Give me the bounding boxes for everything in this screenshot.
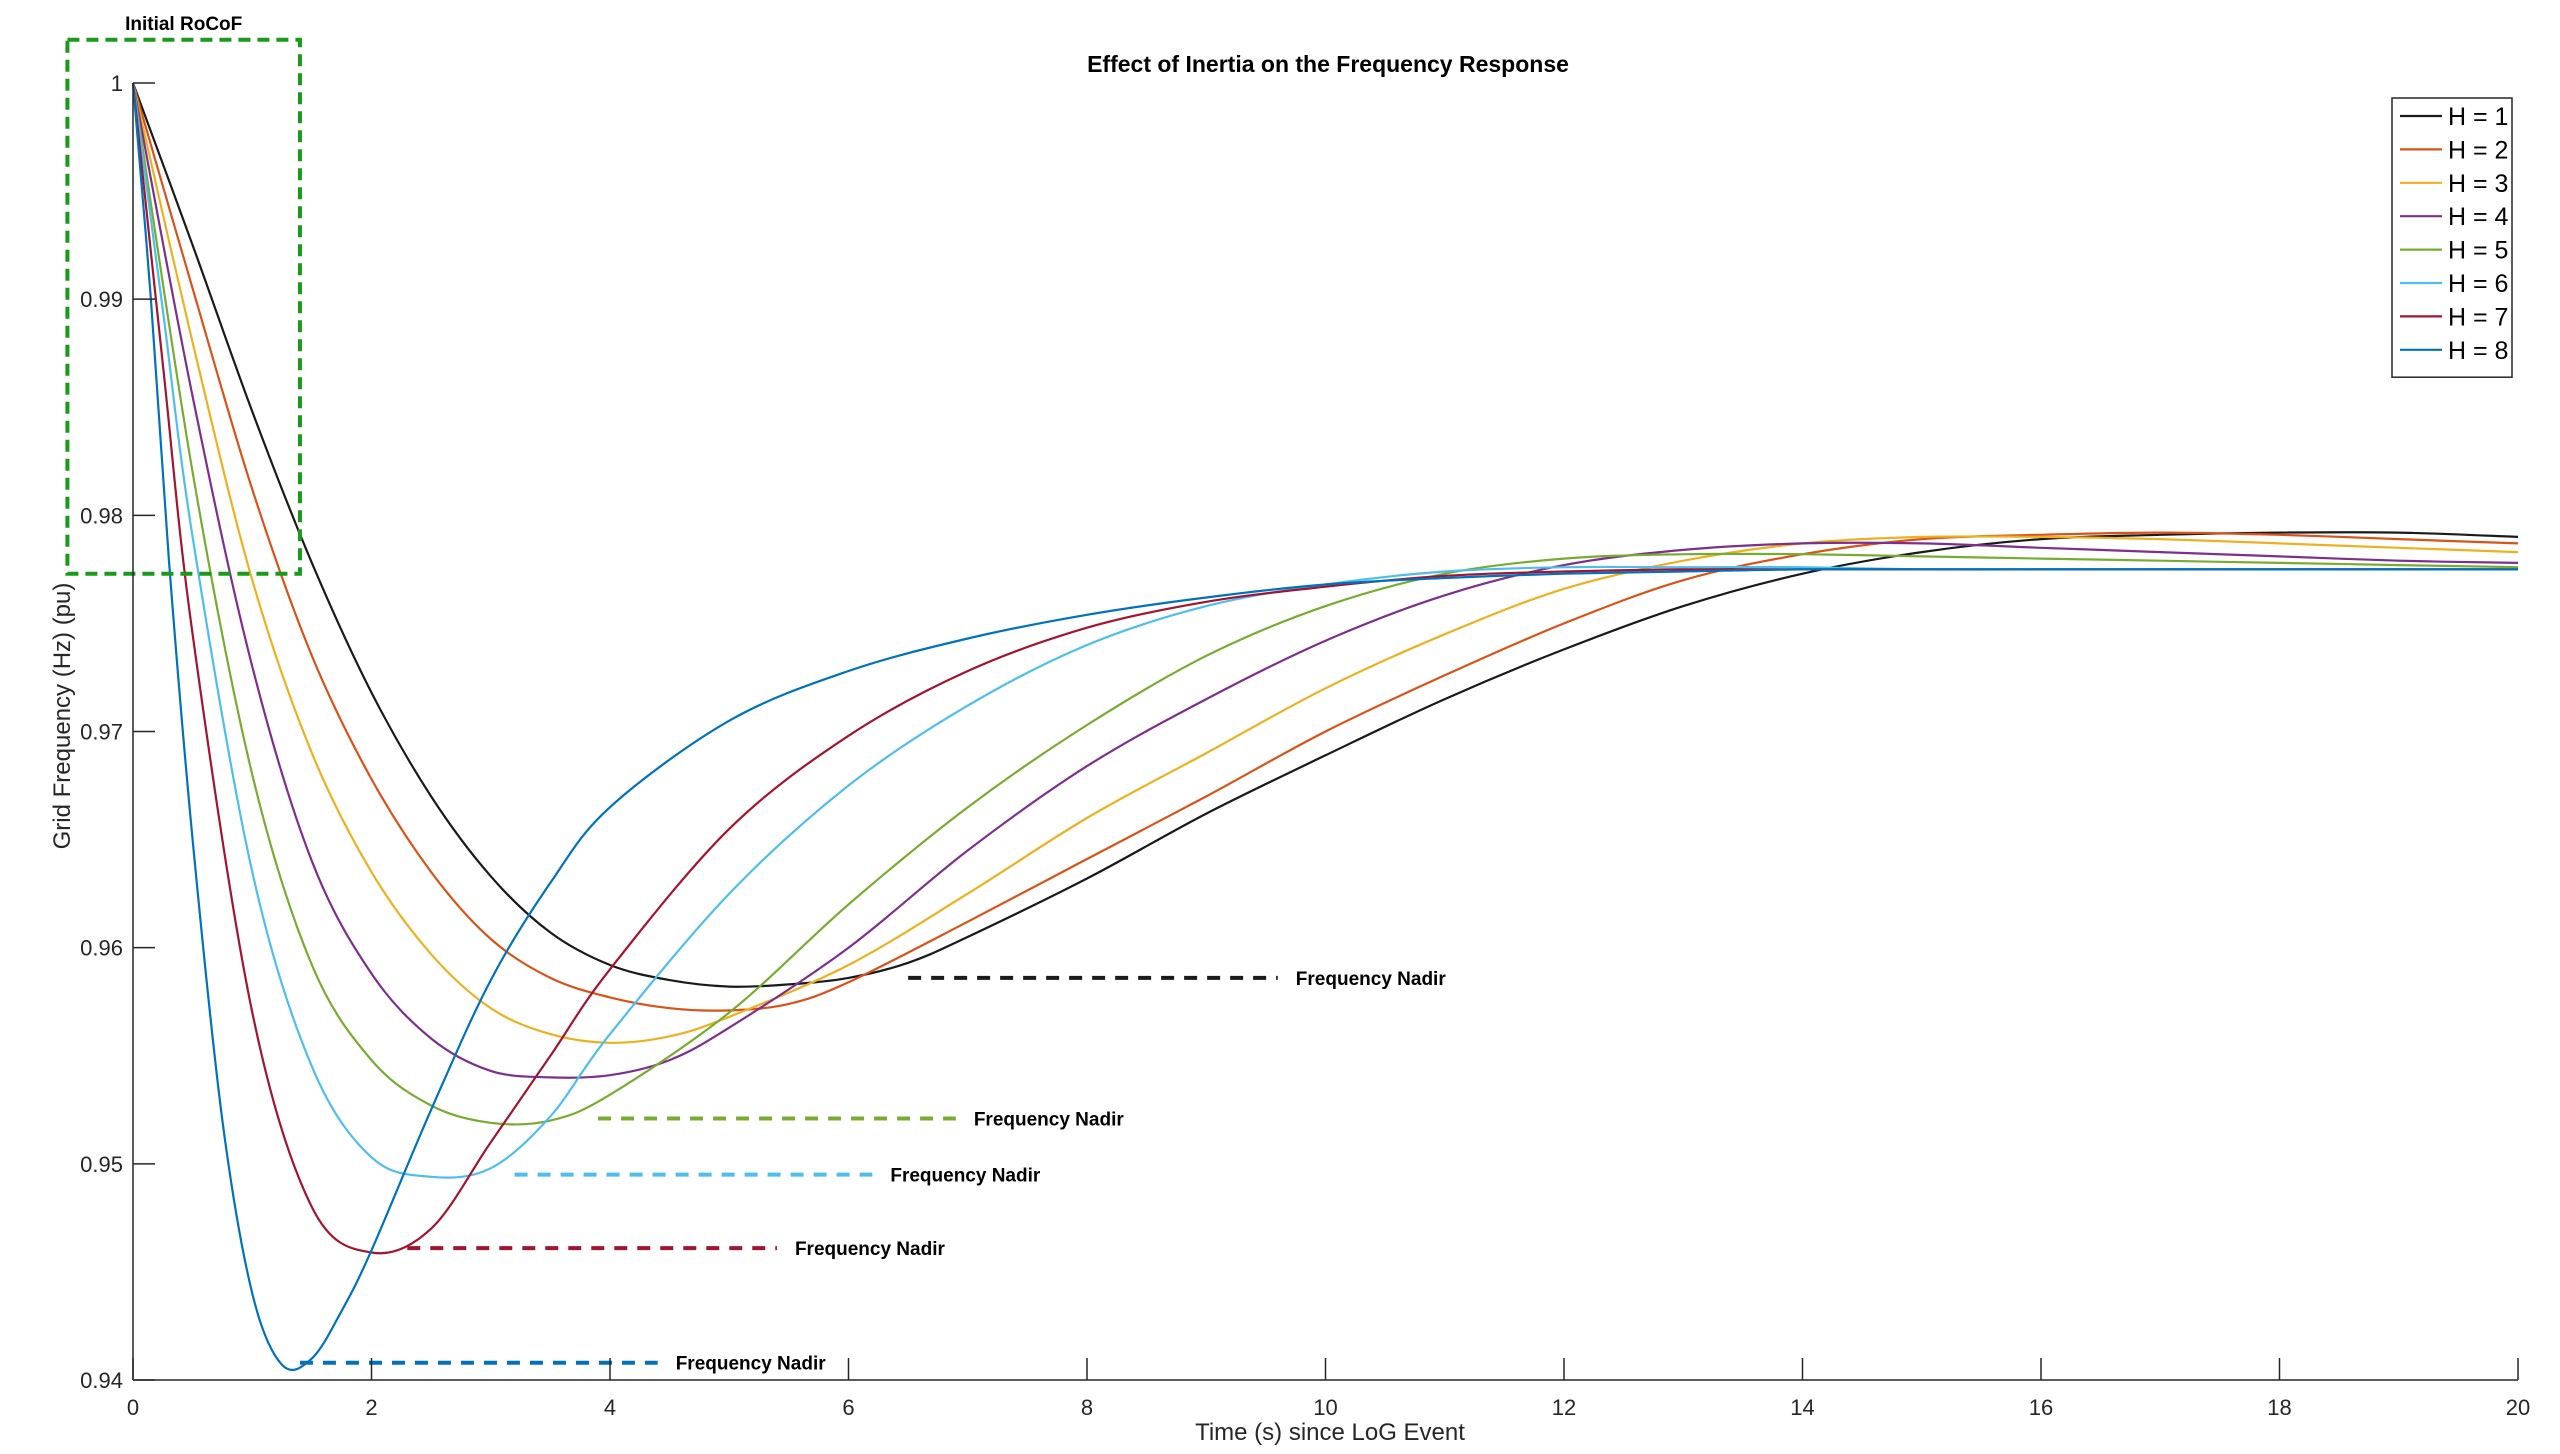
nadir-label: Frequency Nadir (890, 1166, 1041, 1187)
legend-entry: H = 7 (2448, 303, 2508, 331)
series-line-h5 (131, 82, 2519, 1126)
rocof-label: Initial RoCoF (125, 14, 242, 35)
legend-entry: H = 5 (2448, 237, 2508, 265)
y-axis-label: Grid Frequency (Hz) (pu) (49, 583, 76, 850)
nadir-label: Frequency Nadir (676, 1354, 827, 1375)
series-line-h2 (131, 82, 2519, 1012)
legend-entry: H = 8 (2448, 337, 2508, 365)
rocof-box (65, 37, 302, 576)
legend-entry: H = 2 (2448, 136, 2508, 164)
y-tick-label: 0.98 (80, 503, 123, 528)
legend[interactable]: H = 1 H = 2 H = 3 H = 4 H = 5 H = 6 H = 7 H = 8 (2391, 97, 2513, 378)
x-tick-label: 10 (1313, 1395, 1337, 1420)
x-tick-label: 6 (842, 1395, 854, 1420)
y-tick-label: 0.94 (80, 1368, 123, 1393)
legend-entry: H = 4 (2448, 203, 2509, 231)
legend-box (2391, 97, 2513, 378)
x-tick-label: 8 (1081, 1395, 1093, 1420)
y-tick-label: 0.96 (80, 936, 123, 961)
nadir-label: Frequency Nadir (974, 1109, 1125, 1130)
annotation-layer: Initial RoCoF Frequency Nadir Frequency Na… (65, 14, 1447, 1375)
y-tick-label: 0.99 (80, 287, 123, 312)
x-tick-label: 4 (604, 1395, 616, 1420)
x-tick-label: 12 (1552, 1395, 1576, 1420)
x-tick-label: 2 (365, 1395, 377, 1420)
axes: 0 2 4 6 8 10 12 14 16 18 20 0.94 0.95 0.96 0.97 0.98 0.9… (80, 71, 2530, 1420)
y-tick-label: 0.97 (80, 720, 123, 745)
nadir-label: Frequency Nadir (795, 1239, 946, 1260)
x-tick-label: 16 (2029, 1395, 2053, 1420)
chart-title: Effect of Inertia on the Frequency Respo… (1087, 51, 1569, 77)
x-tick-label: 20 (2506, 1395, 2530, 1420)
series-line-h7 (131, 82, 2518, 1255)
legend-entry: H = 6 (2448, 270, 2508, 298)
x-tick-label: 18 (2267, 1395, 2291, 1420)
series-line-h8 (131, 82, 2518, 1372)
series-line-h6 (131, 82, 2518, 1179)
series-line-h4 (131, 82, 2519, 1079)
x-tick-label: 0 (127, 1395, 139, 1420)
series-line-h3 (131, 82, 2519, 1044)
x-axis-label: Time (s) since LoG Event (1195, 1419, 1465, 1446)
x-tick-label: 14 (1790, 1395, 1814, 1420)
legend-entry: H = 3 (2448, 170, 2508, 198)
y-tick-label: 0.95 (80, 1152, 123, 1177)
nadir-label: Frequency Nadir (1296, 969, 1447, 990)
legend-entry: H = 1 (2448, 103, 2508, 131)
y-tick-label: 1 (111, 71, 123, 96)
series-layer (131, 82, 2519, 1372)
series-line-h1 (131, 82, 2519, 988)
